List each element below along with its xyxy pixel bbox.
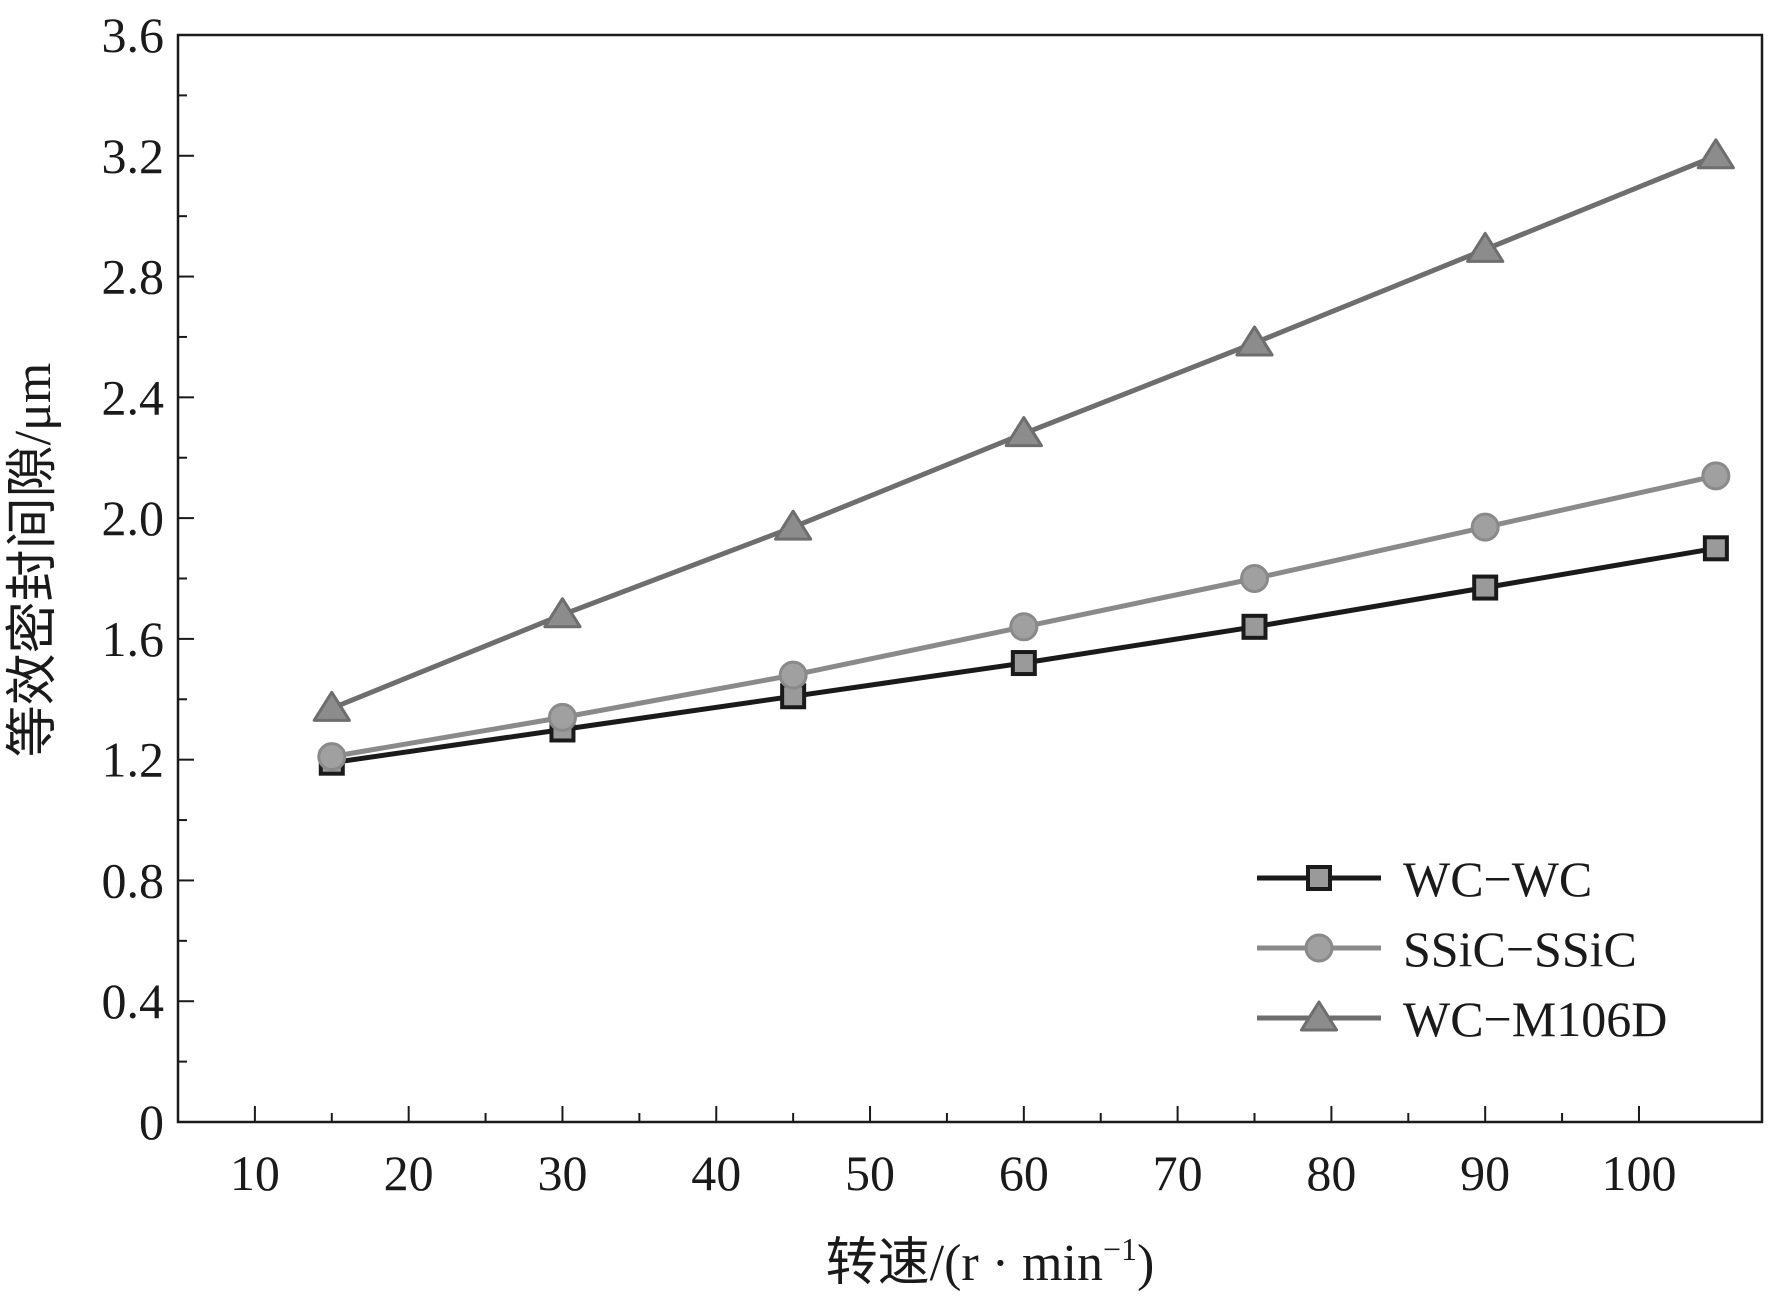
y-tick-label: 2.4 [102, 369, 165, 425]
data-point-square [1472, 574, 1499, 601]
data-point-triangle [1466, 231, 1505, 263]
data-point-triangle [312, 690, 351, 722]
y-tick-label: 3.2 [102, 128, 165, 184]
data-point-square [1702, 535, 1729, 562]
data-point-circle [1470, 512, 1500, 542]
data-point-triangle [1696, 138, 1735, 170]
y-tick-label: 2.0 [102, 490, 165, 546]
x-tick-label: 80 [1306, 1145, 1356, 1201]
data-point-circle [1009, 612, 1039, 642]
x-axis-title: 转速/(r · min−1) [826, 1231, 1155, 1292]
x-tick-label: 100 [1601, 1145, 1676, 1201]
y-axis-title: 等效密封间隙/μm [5, 363, 62, 758]
x-tick-label: 20 [384, 1145, 434, 1201]
y-tick-label: 1.2 [102, 732, 165, 788]
x-tick-label: 30 [537, 1145, 587, 1201]
data-point-triangle [774, 509, 813, 541]
data-point-triangle [543, 597, 582, 629]
legend-marker [1306, 865, 1332, 891]
y-tick-label: 0 [139, 1094, 164, 1150]
data-point-square [1010, 650, 1037, 677]
y-tick-label: 0.8 [102, 852, 165, 908]
x-tick-label: 40 [691, 1145, 741, 1201]
x-tick-label: 90 [1460, 1145, 1510, 1201]
x-tick-label: 70 [1153, 1145, 1203, 1201]
legend-marker [1304, 933, 1334, 963]
data-point-circle [778, 660, 808, 690]
plot-area [312, 138, 1735, 776]
legend-label: WC−WC [1403, 851, 1592, 907]
y-tick-label: 3.6 [102, 7, 165, 63]
legend: WC−WC SSiC−SSiC WC−M106D [1257, 851, 1667, 1047]
data-point-circle [547, 702, 577, 732]
x-tick-label: 10 [230, 1145, 280, 1201]
legend-marker [1299, 1000, 1339, 1032]
data-point-circle [317, 742, 347, 772]
data-point-square [1241, 613, 1268, 640]
data-point-triangle [1004, 416, 1043, 448]
x-tick-label: 50 [845, 1145, 895, 1201]
x-tick-label: 60 [999, 1145, 1049, 1201]
data-point-circle [1240, 564, 1270, 593]
axes: 10 20 30 40 50 60 70 80 90 100 0 0.4 0.8 1.2 1.6 2.0 2.4… [102, 7, 1764, 1201]
legend-label: SSiC−SSiC [1403, 921, 1637, 977]
y-tick-label: 1.6 [102, 611, 165, 667]
y-tick-label: 2.8 [102, 249, 165, 305]
y-tick-label: 0.4 [102, 973, 165, 1029]
data-point-triangle [1235, 325, 1274, 357]
data-point-circle [1701, 461, 1731, 491]
legend-label: WC−M106D [1403, 991, 1667, 1047]
